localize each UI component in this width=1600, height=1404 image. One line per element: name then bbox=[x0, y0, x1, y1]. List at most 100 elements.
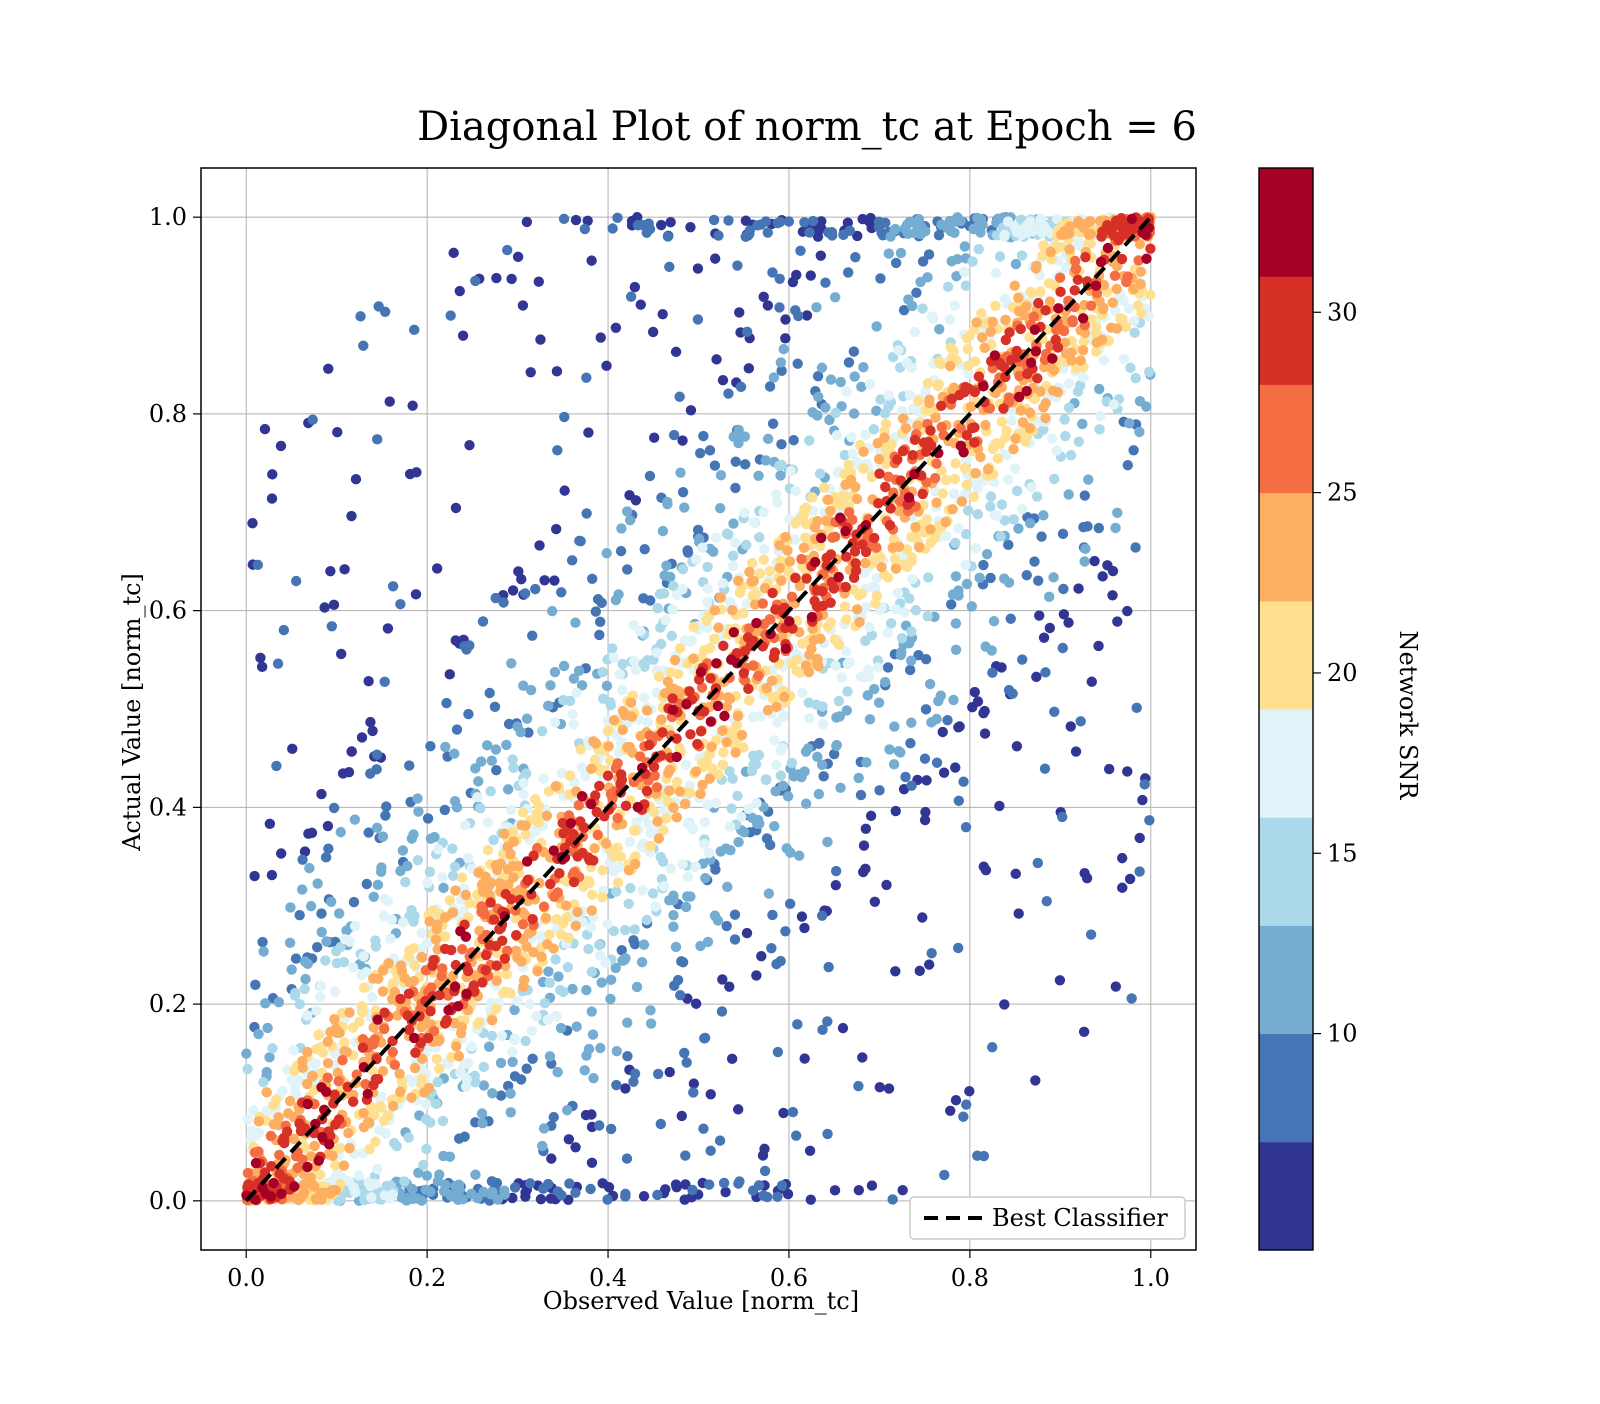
scatter-point bbox=[758, 554, 769, 565]
scatter-point bbox=[668, 980, 680, 991]
scatter-point bbox=[335, 941, 346, 953]
scatter-point bbox=[1024, 331, 1035, 343]
scatter-point bbox=[307, 414, 318, 425]
scatter-point bbox=[873, 697, 885, 708]
scatter-point bbox=[386, 914, 398, 926]
scatter-point bbox=[1069, 285, 1080, 296]
scatter-point bbox=[527, 1053, 538, 1065]
scatter-point bbox=[942, 714, 953, 726]
scatter-point bbox=[724, 821, 736, 832]
scatter-point bbox=[831, 740, 842, 752]
scatter-point bbox=[732, 790, 743, 802]
scatter-point bbox=[250, 979, 261, 991]
scatter-point bbox=[601, 547, 612, 559]
scatter-point bbox=[594, 939, 605, 951]
scatter-point bbox=[976, 308, 987, 319]
scatter-point bbox=[437, 1115, 449, 1127]
scatter-point bbox=[537, 1140, 548, 1152]
scatter-point bbox=[747, 557, 758, 569]
scatter-point bbox=[622, 564, 633, 575]
scatter-point bbox=[297, 1055, 308, 1067]
scatter-point bbox=[700, 872, 711, 884]
legend-label: Best Classifier bbox=[992, 1204, 1168, 1232]
scatter-point bbox=[253, 1028, 264, 1040]
scatter-point bbox=[770, 604, 781, 615]
scatter-point bbox=[1103, 763, 1115, 775]
scatter-point bbox=[1047, 353, 1058, 364]
scatter-point bbox=[670, 1179, 682, 1190]
scatter-point bbox=[1139, 779, 1150, 790]
scatter-point bbox=[985, 491, 997, 502]
scatter-point bbox=[1078, 336, 1090, 347]
scatter-point bbox=[855, 671, 867, 682]
scatter-point bbox=[573, 800, 585, 811]
scatter-point bbox=[288, 1045, 299, 1056]
scatter-point bbox=[638, 658, 649, 670]
scatter-point bbox=[530, 793, 541, 805]
scatter-point bbox=[920, 704, 932, 715]
scatter-point bbox=[754, 568, 766, 579]
scatter-point bbox=[343, 1127, 354, 1139]
scatter-point bbox=[757, 598, 769, 609]
scatter-point bbox=[662, 676, 674, 687]
scatter-point bbox=[1085, 300, 1097, 311]
scatter-point bbox=[799, 1053, 810, 1064]
scatter-point bbox=[1051, 445, 1062, 456]
scatter-point bbox=[945, 1105, 956, 1116]
scatter-point bbox=[501, 739, 512, 751]
scatter-point bbox=[464, 898, 475, 909]
scatter-point bbox=[776, 365, 787, 377]
scatter-point bbox=[290, 953, 302, 964]
scatter-point bbox=[883, 1083, 895, 1094]
scatter-point bbox=[852, 230, 863, 242]
scatter-point bbox=[572, 906, 583, 918]
scatter-point bbox=[753, 749, 765, 761]
scatter-point bbox=[1072, 386, 1084, 397]
scatter-point bbox=[711, 658, 722, 669]
scatter-point bbox=[735, 381, 747, 393]
scatter-point bbox=[959, 462, 971, 474]
scatter-point bbox=[486, 755, 498, 766]
scatter-point bbox=[955, 422, 966, 434]
scatter-point bbox=[804, 1145, 816, 1157]
scatter-point bbox=[896, 633, 908, 644]
scatter-point bbox=[899, 607, 910, 618]
scatter-point bbox=[1031, 491, 1043, 502]
scatter-point bbox=[762, 227, 773, 238]
scatter-point bbox=[830, 660, 841, 671]
scatter-point bbox=[368, 891, 379, 903]
scatter-point bbox=[1010, 258, 1022, 270]
scatter-point bbox=[518, 789, 529, 800]
scatter-point bbox=[734, 1176, 745, 1187]
scatter-point bbox=[732, 710, 744, 722]
scatter-point bbox=[556, 1189, 567, 1201]
scatter-point bbox=[962, 505, 974, 516]
scatter-point bbox=[875, 273, 886, 284]
y-ticks: 0.00.20.40.60.81.0 bbox=[149, 203, 201, 1215]
scatter-point bbox=[742, 632, 754, 643]
scatter-point bbox=[709, 633, 720, 644]
scatter-point bbox=[286, 1074, 297, 1086]
scatter-point bbox=[668, 921, 679, 932]
scatter-point bbox=[1079, 868, 1090, 879]
scatter-point bbox=[525, 684, 537, 696]
scatter-point bbox=[321, 936, 332, 947]
scatter-point bbox=[688, 621, 699, 633]
scatter-point bbox=[653, 671, 665, 682]
scatter-point bbox=[815, 250, 827, 261]
scatter-point bbox=[1122, 605, 1133, 617]
scatter-point bbox=[790, 572, 801, 584]
scatter-point bbox=[913, 396, 924, 407]
scatter-point bbox=[922, 378, 934, 389]
scatter-point bbox=[909, 531, 921, 542]
scatter-point bbox=[632, 220, 644, 231]
scatter-point bbox=[677, 859, 688, 870]
scatter-point bbox=[795, 245, 806, 256]
scatter-point bbox=[570, 214, 582, 226]
scatter-point bbox=[671, 733, 682, 744]
scatter-point bbox=[303, 828, 314, 839]
scatter-point bbox=[625, 697, 637, 708]
scatter-point bbox=[665, 217, 676, 228]
scatter-point bbox=[536, 951, 547, 963]
